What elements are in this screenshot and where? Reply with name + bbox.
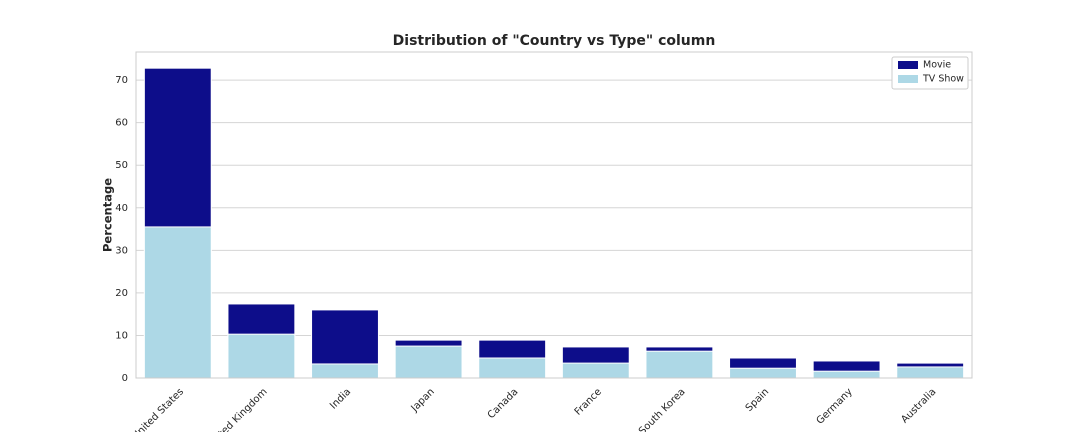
x-tick-label: Germany	[815, 386, 855, 426]
legend-swatch	[898, 61, 918, 69]
bar	[729, 367, 797, 379]
y-tick-label: 0	[122, 373, 128, 384]
x-tick-label: India	[328, 386, 353, 411]
y-axis-label: Percentage	[101, 178, 115, 252]
plot-frame	[135, 51, 973, 379]
x-tick-label: Spain	[744, 386, 772, 414]
legend: Movie TV Show	[891, 56, 969, 90]
y-tick-label: 20	[115, 288, 128, 299]
x-tick-label: United States	[130, 386, 186, 432]
y-tick-label: 70	[115, 75, 128, 86]
legend-label: TV Show	[922, 74, 964, 85]
x-tick-label: South Korea	[637, 386, 688, 432]
bar	[143, 226, 212, 379]
y-tick-label: 10	[115, 330, 128, 341]
y-tick-label: 30	[115, 245, 128, 256]
bar	[561, 362, 630, 379]
bars	[143, 67, 965, 379]
x-tick-label: Canada	[486, 386, 521, 421]
y-tick-label: 40	[115, 203, 128, 214]
x-tick-label: Japan	[409, 386, 437, 414]
bar	[645, 350, 714, 379]
y-tick-label: 50	[115, 160, 128, 171]
bar	[896, 366, 965, 379]
bar	[812, 370, 881, 379]
legend-swatch	[898, 75, 918, 83]
bar	[394, 345, 463, 379]
x-tick-label: Australia	[899, 386, 938, 425]
y-tick-label: 60	[115, 118, 128, 129]
bar	[227, 333, 296, 379]
x-tick-label: France	[573, 386, 604, 417]
bar	[478, 357, 547, 379]
legend-label: Movie	[923, 60, 951, 71]
chart-title: Distribution of "Country vs Type" column	[393, 33, 716, 49]
bar	[311, 363, 379, 379]
x-tick-label: United Kingdom	[205, 386, 270, 432]
